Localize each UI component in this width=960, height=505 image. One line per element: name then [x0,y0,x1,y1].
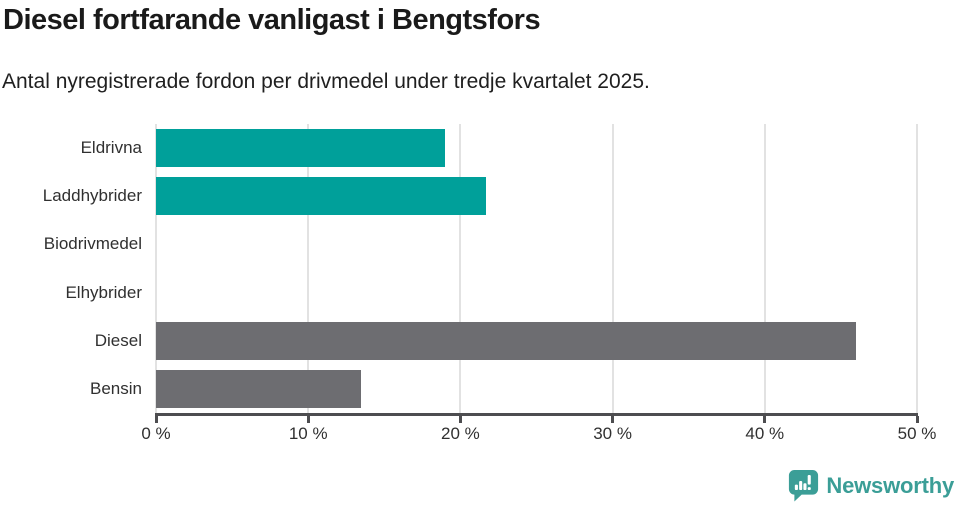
x-tick-label: 30 % [593,424,632,443]
bar-row [156,124,917,172]
gridline [763,124,766,413]
category-label: Bensin [90,378,142,398]
bar-row [156,172,917,220]
y-category-labels: Eldrivna Laddhybrider Biodrivmedel Elhybrid… [0,124,142,413]
plot-area [155,124,918,413]
category-label: Elhybrider [65,282,142,302]
bar-row [156,269,917,317]
x-axis-line [155,413,918,416]
category-label: Biodrivmedel [43,234,142,254]
gridline [611,124,614,413]
category-label: Diesel [94,330,142,350]
x-axis-tick [306,416,310,423]
chart-subtitle: Antal nyregistrerade fordon per drivmede… [2,70,650,93]
category-label: Eldrivna [80,138,142,158]
x-axis-tick [154,416,158,423]
bar [156,321,857,360]
newsworthy-logo[interactable]: Newsworthy [788,469,954,502]
x-tick-label: 0 % [141,424,171,443]
bar-row [156,317,917,365]
bar [156,369,362,408]
x-tick-label: 10 % [288,424,328,443]
bars-container [156,124,917,413]
x-tick-label: 50 % [897,424,937,443]
x-tick-label: 20 % [441,424,480,443]
gridline [155,124,157,413]
bar [156,129,446,168]
x-axis-tick [763,416,767,423]
gridline [916,124,918,413]
gridline [307,124,310,413]
x-tick-label: 40 % [745,424,785,443]
chart-title: Diesel fortfarande vanligast i Bengtsfor… [3,4,541,36]
newsworthy-logo-icon [788,469,819,502]
x-axis-tick [611,416,615,423]
category-label: Laddhybrider [42,186,142,206]
gridline [459,124,462,413]
bar-row [156,365,917,413]
x-axis [154,413,919,423]
bar [156,177,487,216]
newsworthy-logo-text: Newsworthy [826,472,954,498]
bar-row [156,220,917,268]
x-axis-tick [915,416,919,423]
x-axis-tick [458,416,462,423]
x-tick-labels: 0 % 10 % 20 % 30 % 40 % 50 % [141,424,936,446]
